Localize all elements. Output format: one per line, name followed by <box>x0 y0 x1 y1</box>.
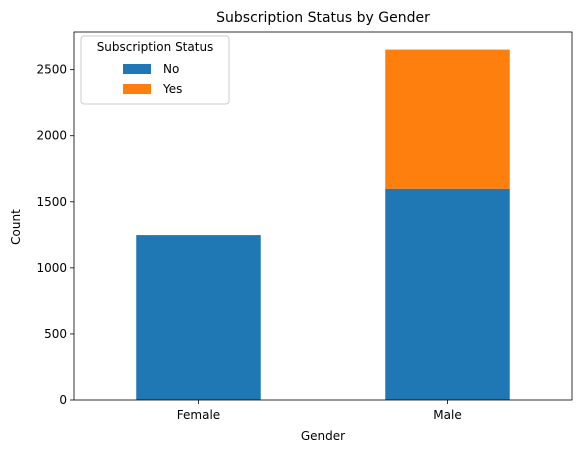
y-axis-label: Count <box>9 209 23 245</box>
legend-swatch-no <box>123 64 151 74</box>
bar-female-no <box>136 235 261 400</box>
legend-label-yes: Yes <box>162 82 182 96</box>
x-axis-label: Gender <box>301 429 345 443</box>
y-tick-label: 500 <box>44 327 67 341</box>
x-tick-label: Female <box>177 408 220 422</box>
chart-title: Subscription Status by Gender <box>216 10 430 26</box>
axes-layer: 0 500 1000 1500 2000 2500 Female Male <box>36 31 573 422</box>
bars-layer <box>136 49 510 400</box>
plot-frame <box>73 31 573 401</box>
legend-label-no: No <box>163 62 179 76</box>
bar-male-yes <box>385 49 510 189</box>
bar-male-no <box>385 188 510 400</box>
y-tick-label: 1500 <box>36 195 67 209</box>
legend-swatch-yes <box>123 84 151 94</box>
legend-title: Subscription Status <box>97 40 214 54</box>
y-tick-label: 1000 <box>36 261 67 275</box>
legend-box <box>80 35 230 105</box>
legend: Subscription Status No Yes <box>80 35 230 105</box>
y-tick-label: 0 <box>59 393 67 407</box>
y-tick-label: 2500 <box>36 63 67 77</box>
x-tick-label: Male <box>433 408 461 422</box>
y-tick-label: 2000 <box>36 129 67 143</box>
